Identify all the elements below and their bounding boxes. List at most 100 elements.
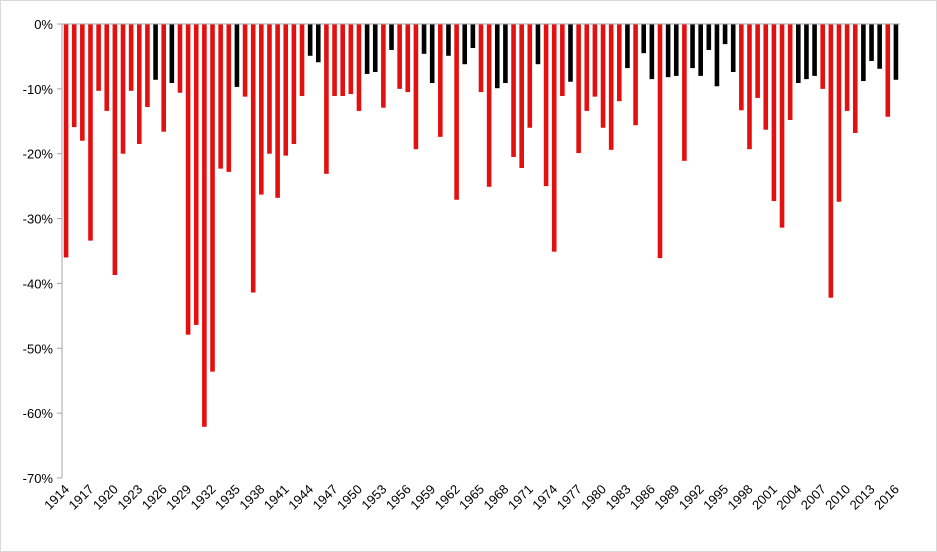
bar — [852, 24, 858, 133]
bar — [348, 24, 354, 95]
y-tick-label: -60% — [23, 406, 54, 421]
bar — [828, 24, 834, 298]
bar — [71, 24, 77, 128]
bar — [608, 24, 614, 150]
bar — [893, 24, 899, 80]
bar — [527, 24, 533, 128]
bar — [779, 24, 785, 228]
bar — [706, 24, 712, 50]
bar — [307, 24, 313, 56]
bar — [80, 24, 85, 141]
bar — [104, 24, 110, 111]
bar — [389, 24, 394, 50]
bar — [438, 24, 443, 137]
bar — [267, 24, 272, 154]
bar — [218, 24, 223, 169]
bar — [600, 24, 606, 128]
bar — [145, 24, 150, 108]
bar — [250, 24, 256, 293]
bar — [673, 24, 679, 76]
bar — [617, 24, 622, 102]
bar — [649, 24, 655, 80]
bar — [576, 24, 581, 154]
bar — [869, 24, 874, 61]
bar — [405, 24, 411, 93]
bar — [299, 24, 305, 96]
bar — [722, 24, 728, 45]
bar — [877, 24, 882, 69]
bar — [755, 24, 760, 98]
bar — [478, 24, 484, 93]
bar — [535, 24, 541, 65]
y-tick-label: -20% — [23, 147, 54, 162]
bar — [332, 24, 337, 96]
bar — [592, 24, 598, 97]
bar — [202, 24, 207, 427]
bar — [372, 24, 378, 72]
bar — [560, 24, 565, 96]
bar — [454, 24, 459, 200]
bar — [771, 24, 777, 202]
bar — [543, 24, 549, 187]
bar — [161, 24, 166, 132]
bar — [486, 24, 492, 187]
bar — [169, 24, 175, 84]
bar — [356, 24, 362, 111]
bar — [177, 24, 183, 93]
y-tick-label: 0% — [34, 17, 53, 32]
bar — [446, 24, 451, 56]
bar — [462, 24, 468, 65]
bar — [96, 24, 101, 91]
bar — [682, 24, 687, 161]
bar — [210, 24, 215, 372]
bar — [259, 24, 264, 195]
bar — [796, 24, 801, 84]
bar — [315, 24, 321, 63]
bar — [397, 24, 402, 89]
bar — [747, 24, 752, 150]
bar — [112, 24, 118, 275]
bar — [739, 24, 744, 111]
bar — [763, 24, 769, 130]
bar — [413, 24, 419, 150]
bar — [633, 24, 638, 126]
bar — [421, 24, 427, 54]
bar — [730, 24, 736, 72]
bar — [584, 24, 590, 111]
y-tick-label: -40% — [23, 276, 54, 291]
bar — [844, 24, 850, 111]
y-tick-label: -10% — [23, 82, 54, 97]
bar — [324, 24, 329, 174]
bar — [511, 24, 516, 157]
bar — [429, 24, 435, 84]
bar — [381, 24, 386, 108]
bar — [861, 24, 866, 82]
bar — [519, 24, 524, 168]
bar — [698, 24, 703, 76]
bar — [665, 24, 671, 78]
bar — [88, 24, 93, 241]
bar — [291, 24, 297, 144]
bar — [185, 24, 191, 335]
bar — [820, 24, 826, 89]
bar — [885, 24, 891, 117]
bar — [503, 24, 508, 84]
y-tick-label: -30% — [23, 212, 54, 227]
bar — [836, 24, 842, 202]
bar — [690, 24, 695, 69]
bar — [242, 24, 248, 97]
bar — [340, 24, 345, 96]
bar — [625, 24, 630, 69]
bar — [120, 24, 126, 154]
bar — [568, 24, 573, 82]
bar — [551, 24, 557, 252]
bar — [153, 24, 158, 80]
bar — [364, 24, 370, 74]
bar — [714, 24, 720, 87]
bar — [226, 24, 232, 172]
bar — [283, 24, 289, 156]
bar — [193, 24, 199, 325]
y-tick-label: -70% — [23, 471, 54, 486]
bar — [275, 24, 280, 198]
